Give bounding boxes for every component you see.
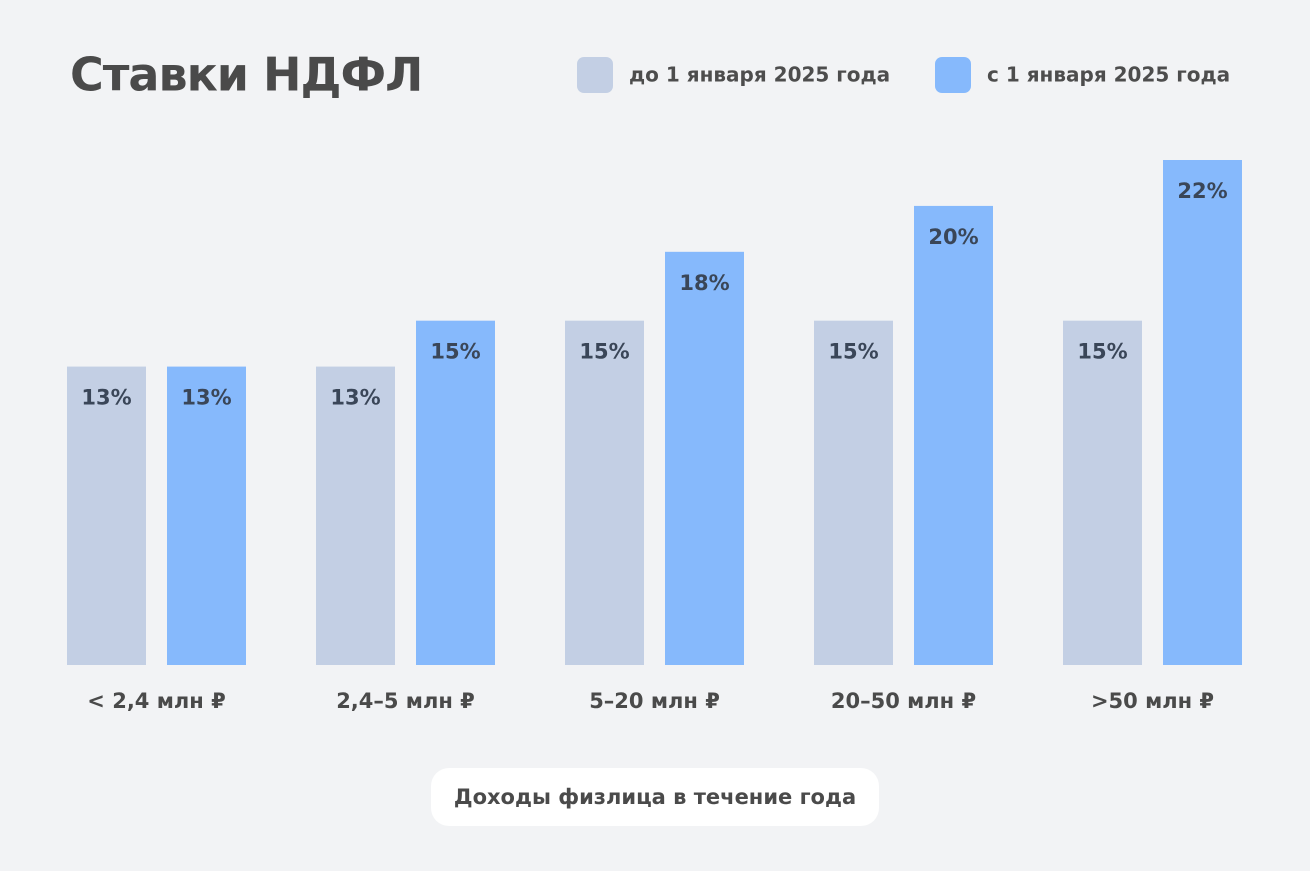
bar bbox=[665, 251, 744, 665]
x-tick-label: >50 млн ₽ bbox=[1091, 689, 1214, 713]
value-label: 15% bbox=[579, 340, 629, 364]
value-label: 18% bbox=[679, 271, 729, 295]
legend-swatch bbox=[577, 57, 613, 93]
x-tick-label: 5–20 млн ₽ bbox=[589, 689, 720, 713]
x-tick-label: 20–50 млн ₽ bbox=[831, 689, 976, 713]
bar bbox=[914, 205, 993, 665]
value-label: 20% bbox=[928, 225, 978, 249]
x-tick-label: 2,4–5 млн ₽ bbox=[336, 689, 475, 713]
legend-swatch bbox=[935, 57, 971, 93]
x-tick-label: < 2,4 млн ₽ bbox=[87, 689, 225, 713]
value-label: 22% bbox=[1177, 179, 1227, 203]
x-axis-label: Доходы физлица в течение года bbox=[454, 785, 856, 809]
value-label: 13% bbox=[181, 386, 231, 410]
x-label-box bbox=[431, 768, 879, 826]
bar bbox=[316, 366, 395, 665]
value-label: 15% bbox=[828, 340, 878, 364]
bar bbox=[167, 366, 246, 665]
bar bbox=[565, 320, 644, 665]
bar bbox=[1063, 320, 1142, 665]
bar bbox=[814, 320, 893, 665]
value-label: 15% bbox=[430, 340, 480, 364]
legend-label: с 1 января 2025 года bbox=[987, 63, 1230, 87]
bar bbox=[1163, 160, 1242, 665]
value-label: 13% bbox=[330, 386, 380, 410]
chart-title: Ставки НДФЛ bbox=[70, 48, 422, 102]
value-label: 15% bbox=[1077, 340, 1127, 364]
bar bbox=[67, 366, 146, 665]
bar bbox=[416, 320, 495, 665]
legend-label: до 1 января 2025 года bbox=[629, 63, 890, 87]
value-label: 13% bbox=[81, 386, 131, 410]
